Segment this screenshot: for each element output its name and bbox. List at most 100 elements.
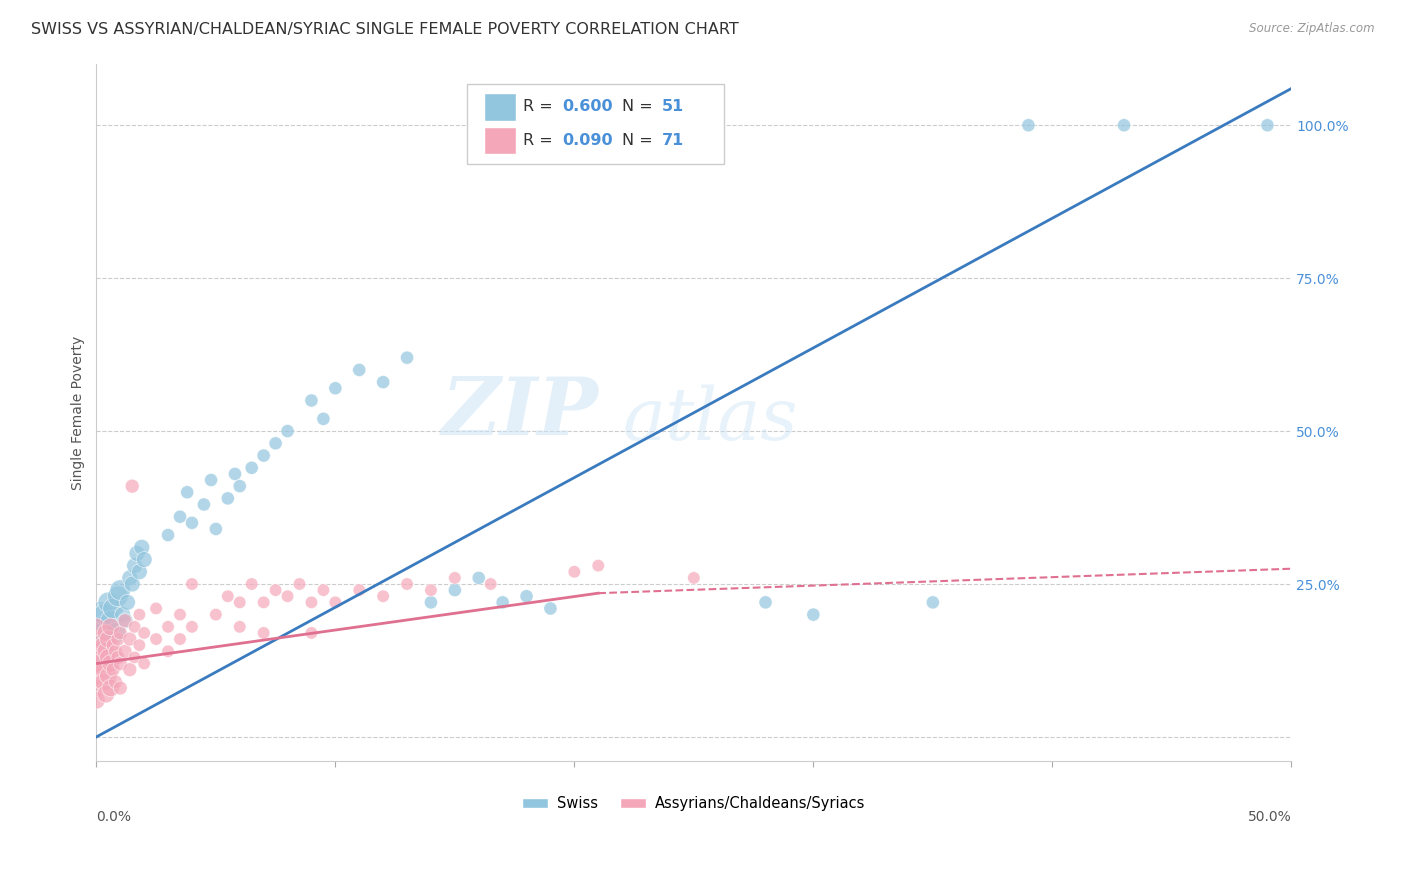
Text: SWISS VS ASSYRIAN/CHALDEAN/SYRIAC SINGLE FEMALE POVERTY CORRELATION CHART: SWISS VS ASSYRIAN/CHALDEAN/SYRIAC SINGLE…: [31, 22, 738, 37]
Point: [169, 607, 191, 622]
Point: [125, 546, 148, 560]
Point: [117, 595, 139, 609]
Point: [86, 632, 108, 646]
Point: [229, 620, 252, 634]
Point: [110, 681, 132, 695]
Point: [157, 528, 180, 542]
Point: [301, 595, 323, 609]
Point: [193, 498, 215, 512]
Point: [169, 509, 191, 524]
Point: [420, 595, 443, 609]
Point: [128, 565, 150, 579]
Point: [229, 479, 252, 493]
Point: [145, 601, 167, 615]
Point: [110, 626, 132, 640]
Point: [114, 614, 136, 628]
Text: ZIP: ZIP: [441, 374, 598, 451]
Point: [253, 595, 276, 609]
Point: [444, 583, 467, 598]
Point: [264, 583, 287, 598]
Point: [124, 620, 146, 634]
Point: [373, 375, 395, 389]
Point: [86, 669, 108, 683]
Point: [97, 669, 120, 683]
Point: [479, 577, 502, 591]
Point: [169, 632, 191, 646]
Text: atlas: atlas: [621, 384, 797, 455]
Point: [104, 644, 127, 658]
Legend: Swiss, Assyrians/Chaldeans/Syriacs: Swiss, Assyrians/Chaldeans/Syriacs: [516, 790, 872, 817]
Point: [86, 693, 108, 707]
Point: [94, 644, 117, 658]
Point: [104, 674, 127, 689]
Point: [134, 657, 156, 671]
Point: [114, 614, 136, 628]
Point: [100, 681, 122, 695]
Point: [801, 607, 824, 622]
Text: 51: 51: [662, 99, 683, 114]
Point: [110, 657, 132, 671]
Point: [420, 583, 443, 598]
Point: [97, 595, 120, 609]
Point: [118, 632, 141, 646]
Point: [515, 589, 537, 603]
Point: [114, 644, 136, 658]
Point: [101, 663, 124, 677]
Point: [86, 620, 108, 634]
Point: [538, 601, 561, 615]
Point: [131, 541, 153, 555]
FancyBboxPatch shape: [484, 93, 516, 120]
Point: [94, 626, 117, 640]
Point: [325, 595, 347, 609]
Point: [97, 632, 120, 646]
Text: Source: ZipAtlas.com: Source: ZipAtlas.com: [1250, 22, 1375, 36]
Text: 0.600: 0.600: [562, 99, 613, 114]
Point: [86, 657, 108, 671]
Point: [253, 449, 276, 463]
Point: [205, 607, 228, 622]
Point: [100, 657, 122, 671]
Point: [107, 632, 129, 646]
Point: [253, 626, 276, 640]
Point: [124, 558, 146, 573]
Point: [288, 577, 311, 591]
Point: [312, 412, 335, 426]
Point: [200, 473, 222, 487]
Point: [118, 571, 141, 585]
Point: [124, 650, 146, 665]
Point: [87, 610, 110, 624]
Point: [93, 674, 115, 689]
Point: [87, 650, 110, 665]
Point: [205, 522, 228, 536]
Point: [93, 663, 115, 677]
Point: [97, 650, 120, 665]
Point: [562, 565, 585, 579]
Text: 50.0%: 50.0%: [1247, 810, 1291, 824]
Text: 71: 71: [662, 133, 683, 148]
Point: [301, 626, 323, 640]
Text: N =: N =: [621, 133, 658, 148]
Point: [145, 632, 167, 646]
Point: [118, 663, 141, 677]
Point: [349, 363, 371, 377]
Point: [373, 589, 395, 603]
Point: [94, 632, 117, 646]
Point: [240, 577, 263, 591]
Point: [181, 620, 204, 634]
Text: R =: R =: [523, 133, 558, 148]
Point: [264, 436, 287, 450]
Point: [100, 620, 122, 634]
Point: [107, 650, 129, 665]
Point: [181, 516, 204, 530]
Point: [754, 595, 776, 609]
Point: [396, 577, 419, 591]
Point: [128, 607, 150, 622]
FancyBboxPatch shape: [484, 127, 516, 154]
Point: [921, 595, 943, 609]
Text: N =: N =: [621, 99, 658, 114]
Point: [93, 607, 115, 622]
Point: [93, 638, 115, 652]
Point: [86, 681, 108, 695]
Point: [101, 638, 124, 652]
Point: [229, 595, 252, 609]
